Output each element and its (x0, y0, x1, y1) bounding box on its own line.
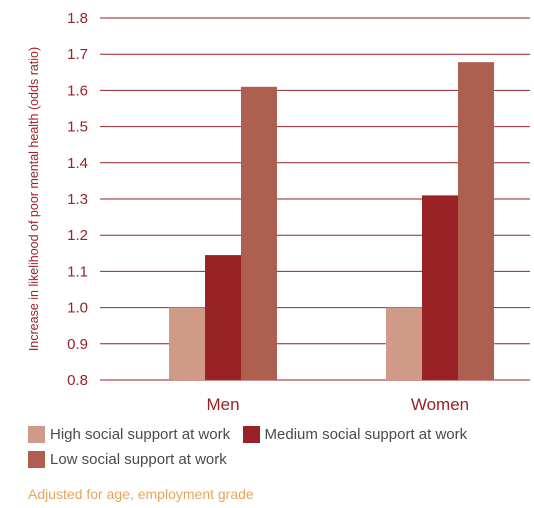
bar-men-high (169, 307, 205, 380)
y-tick-label: 0.8 (67, 372, 88, 389)
legend-swatch-low (28, 451, 45, 468)
y-tick-labels: 0.8 0.9 1.0 1.1 1.2 1.3 1.4 1.5 1.6 1.7 1.8 (67, 10, 88, 389)
bar-women-low (458, 62, 494, 380)
y-tick-label: 1.1 (67, 263, 88, 280)
legend: High social support at work Medium socia… (28, 426, 528, 476)
bar-women-high (386, 307, 422, 380)
legend-item-high: High social support at work (28, 426, 230, 443)
y-tick-label: 1.8 (67, 10, 88, 27)
bar-chart: 0.8 0.9 1.0 1.1 1.2 1.3 1.4 1.5 1.6 1.7 1.8 Men Wom… (27, 10, 530, 414)
y-tick-label: 0.9 (67, 336, 88, 353)
x-category-label: Women (411, 395, 469, 414)
y-tick-label: 1.4 (67, 155, 88, 172)
x-category-label: Men (206, 395, 239, 414)
y-tick-label: 1.5 (67, 119, 88, 136)
legend-label-low: Low social support at work (50, 451, 227, 468)
legend-swatch-medium (242, 426, 260, 443)
adjustment-note: Adjusted for age, employment grade (28, 486, 254, 502)
y-tick-label: 1.6 (67, 82, 88, 99)
legend-item-low: Low social support at work (28, 451, 227, 468)
bar-women-medium (422, 195, 458, 380)
x-category-labels: Men Women (206, 395, 469, 414)
legend-label-high: High social support at work (50, 426, 231, 443)
y-tick-label: 1.7 (67, 46, 88, 63)
bars (169, 62, 494, 380)
bar-men-medium (205, 255, 241, 380)
legend-swatch-high (28, 426, 45, 443)
legend-item-medium: Medium social support at work (242, 426, 468, 443)
y-tick-label: 1.3 (67, 191, 88, 208)
bar-men-low (241, 86, 277, 380)
legend-label-medium: Medium social support at work (264, 426, 468, 443)
y-tick-label: 1.2 (67, 227, 88, 244)
y-tick-label: 1.0 (67, 300, 88, 317)
y-axis-title: Increase in likelihood of poor mental he… (27, 47, 41, 351)
